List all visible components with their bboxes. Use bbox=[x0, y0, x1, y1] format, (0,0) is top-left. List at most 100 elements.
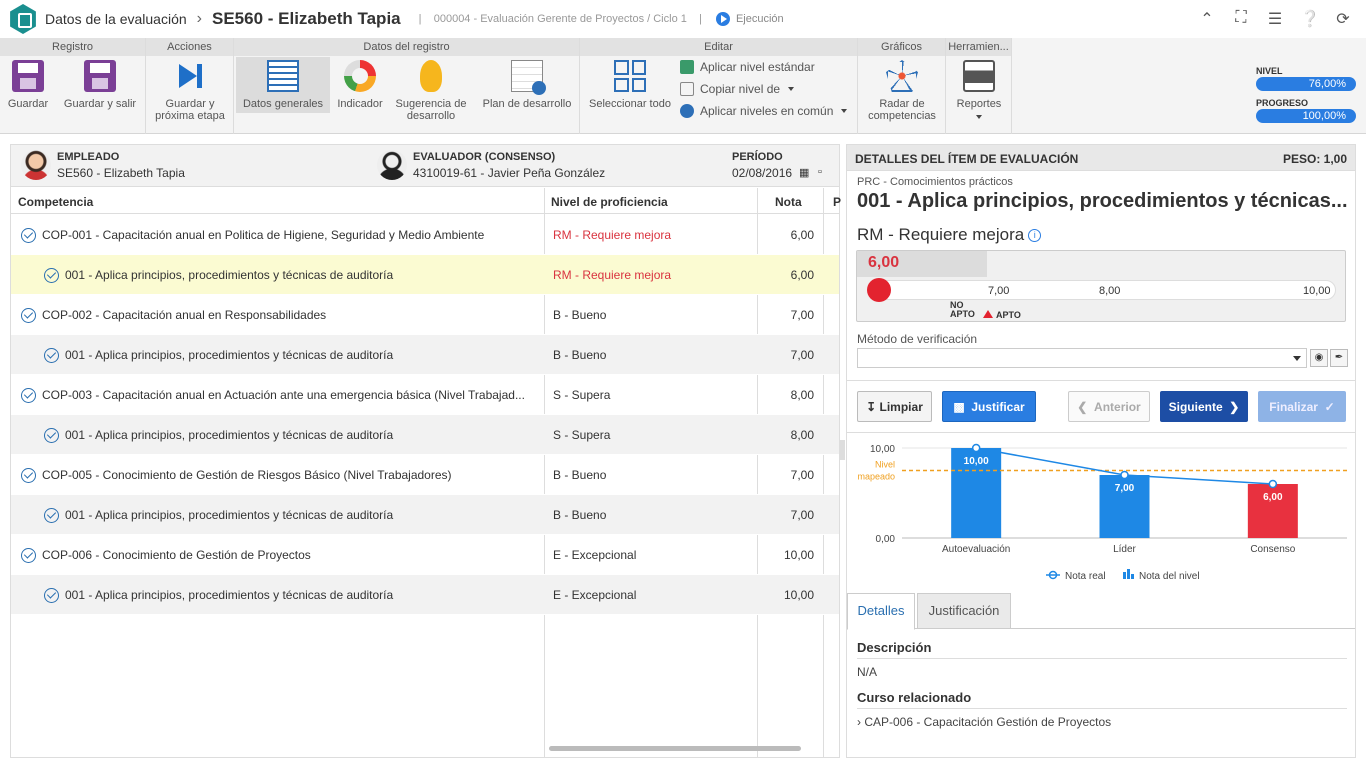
checkmark-icon: ✓ bbox=[1317, 399, 1335, 414]
y-tick-label: 0,00 bbox=[876, 534, 896, 545]
competency-text: COP-003 - Capacitación anual en Actuació… bbox=[42, 388, 525, 402]
save-button[interactable]: Guardar bbox=[6, 60, 50, 110]
score: 8,00 bbox=[790, 388, 814, 402]
table-row[interactable]: COP-005 - Conocimiento de Gestión de Rie… bbox=[11, 455, 839, 495]
apply-common-levels-button[interactable]: Aplicar niveles en común bbox=[680, 104, 848, 118]
eraser-icon[interactable]: ✒ bbox=[1330, 349, 1348, 367]
list-icon[interactable]: ☰ bbox=[1267, 11, 1283, 28]
employee-label: EMPLEADO bbox=[57, 151, 120, 163]
tab-justificacion[interactable]: Justificación bbox=[917, 593, 1011, 629]
apto-label: APTO bbox=[996, 310, 1021, 320]
table-row[interactable]: COP-006 - Conocimiento de Gestión de Pro… bbox=[11, 535, 839, 575]
select-all-button[interactable]: Seleccionar todo bbox=[586, 60, 674, 110]
bar-data-label: 7,00 bbox=[1115, 483, 1135, 494]
table-row[interactable]: COP-001 - Capacitación anual en Politica… bbox=[11, 215, 839, 255]
button-label: Limpiar bbox=[879, 399, 923, 414]
context-text: 000004 - Evaluación Gerente de Proyectos… bbox=[433, 13, 687, 25]
general-data-button[interactable]: Datos generales bbox=[236, 57, 330, 113]
previous-button[interactable]: ❮ Anterior bbox=[1068, 391, 1150, 422]
period-label: PERÍODO bbox=[732, 151, 783, 163]
check-circle-icon bbox=[21, 547, 36, 563]
competency-radar-button[interactable]: Radar de competencias bbox=[862, 60, 942, 122]
item-details-panel: DETALLES DEL ÍTEM DE EVALUACIÓN PESO: 1,… bbox=[846, 144, 1356, 758]
group-label: Registro bbox=[0, 38, 145, 56]
check-circle-icon bbox=[21, 307, 36, 323]
table-row[interactable]: 001 - Aplica principios, procedimientos … bbox=[11, 255, 839, 295]
verification-method-select[interactable] bbox=[857, 348, 1307, 368]
save-exit-button[interactable]: Guardar y salir bbox=[60, 60, 140, 110]
chart-bar bbox=[1099, 475, 1150, 538]
employee-value: SE560 - Elizabeth Tapia bbox=[57, 166, 185, 180]
related-course-link[interactable]: › CAP-006 - Capacitación Gestión de Proy… bbox=[857, 715, 1112, 729]
table-row[interactable]: COP-003 - Capacitación anual en Actuació… bbox=[11, 375, 839, 415]
button-label: Siguiente bbox=[1168, 399, 1223, 414]
app-logo-icon[interactable] bbox=[10, 4, 36, 34]
comment-icon[interactable]: ▫ bbox=[818, 166, 822, 178]
copy-icon bbox=[680, 82, 694, 96]
proficiency-level: B - Bueno bbox=[553, 348, 607, 362]
info-icon[interactable]: i bbox=[1028, 229, 1042, 242]
column-nota[interactable]: Nota bbox=[775, 195, 802, 209]
slider-handle[interactable] bbox=[867, 278, 891, 302]
binoculars-icon[interactable]: ◉ bbox=[1310, 349, 1328, 367]
refresh-icon[interactable]: ⟳ bbox=[1336, 11, 1350, 28]
table-row[interactable]: COP-002 - Capacitación anual en Responsa… bbox=[11, 295, 839, 335]
reports-button[interactable]: Reportes bbox=[952, 60, 1006, 122]
collapse-icon[interactable]: ⌃ bbox=[1200, 11, 1214, 28]
column-nivel[interactable]: Nivel de proficiencia bbox=[551, 195, 668, 209]
proficiency-level: S - Supera bbox=[553, 428, 611, 442]
breadcrumb-section[interactable]: Datos de la evaluación bbox=[45, 11, 187, 27]
table-row[interactable]: 001 - Aplica principios, procedimientos … bbox=[11, 575, 839, 615]
panel-splitter[interactable] bbox=[839, 440, 845, 460]
button-label: competencias bbox=[868, 110, 936, 122]
finish-button[interactable]: Finalizar ✓ bbox=[1258, 391, 1346, 422]
development-suggestion-button[interactable]: Sugerencia de desarrollo bbox=[392, 60, 470, 122]
select-all-icon bbox=[614, 60, 646, 92]
tab-detalles[interactable]: Detalles bbox=[847, 593, 915, 630]
check-circle-icon bbox=[21, 467, 36, 483]
chevron-left-icon: ❮ bbox=[1077, 399, 1095, 414]
caret-down-icon bbox=[976, 115, 982, 119]
series-point bbox=[971, 443, 981, 453]
lightbulb-icon bbox=[420, 60, 442, 92]
save-next-stage-button[interactable]: Guardar y próxima etapa bbox=[150, 60, 230, 122]
reference-line-label: Nivel bbox=[875, 460, 895, 470]
apply-standard-level-button[interactable]: Aplicar nivel estándar bbox=[680, 60, 815, 74]
fullscreen-icon[interactable]: ⛶ bbox=[1235, 9, 1247, 26]
printer-icon bbox=[963, 60, 995, 92]
chart-bar bbox=[1247, 484, 1298, 538]
button-label: desarrollo bbox=[406, 110, 456, 122]
column-p[interactable]: P bbox=[833, 195, 842, 209]
score: 8,00 bbox=[790, 428, 814, 442]
verification-method-label: Método de verificación bbox=[857, 332, 978, 346]
group-registro: Registro Guardar Guardar y salir bbox=[0, 38, 146, 134]
table-row[interactable]: 001 - Aplica principios, procedimientos … bbox=[11, 415, 839, 455]
justify-button[interactable]: ▩ Justificar bbox=[942, 391, 1036, 422]
table-row[interactable]: 001 - Aplica principios, procedimientos … bbox=[11, 335, 839, 375]
next-button[interactable]: Siguiente ❯ bbox=[1160, 391, 1248, 422]
item-text: 001 - Aplica principios, procedimientos … bbox=[65, 348, 394, 362]
button-label: Indicador bbox=[337, 98, 383, 110]
score-slider[interactable]: 6,00 7,00 8,00 10,00 NO APTO APTO bbox=[856, 250, 1346, 322]
y-tick-label: 10,00 bbox=[870, 444, 895, 455]
status-text: Ejecución bbox=[735, 13, 784, 25]
legend-bar-icon bbox=[1127, 569, 1130, 579]
clear-button[interactable]: ↧ Limpiar bbox=[857, 391, 932, 422]
caret-down-icon bbox=[841, 109, 848, 113]
check-circle-icon bbox=[44, 347, 59, 363]
slider-tick: 8,00 bbox=[1099, 285, 1121, 297]
indicator-button[interactable]: Indicador bbox=[332, 60, 388, 110]
column-competencia[interactable]: Competencia bbox=[18, 195, 94, 209]
button-label: Aplicar niveles en común bbox=[700, 104, 834, 118]
item-text: 001 - Aplica principios, procedimientos … bbox=[65, 508, 394, 522]
calendar-icon[interactable]: ▦ bbox=[799, 167, 810, 179]
table-row[interactable]: 001 - Aplica principios, procedimientos … bbox=[11, 495, 839, 535]
radar-icon bbox=[886, 60, 918, 92]
copy-level-button[interactable]: Copiar nivel de bbox=[680, 82, 795, 96]
button-label: Plan de desarrollo bbox=[482, 98, 572, 110]
development-plan-button[interactable]: Plan de desarrollo bbox=[478, 60, 576, 110]
button-label: Finalizar bbox=[1269, 399, 1318, 414]
horizontal-scrollbar[interactable] bbox=[549, 746, 801, 751]
help-icon[interactable]: ❔ bbox=[1300, 11, 1320, 28]
ribbon-toolbar: Registro Guardar Guardar y salir Accione… bbox=[0, 38, 1366, 134]
